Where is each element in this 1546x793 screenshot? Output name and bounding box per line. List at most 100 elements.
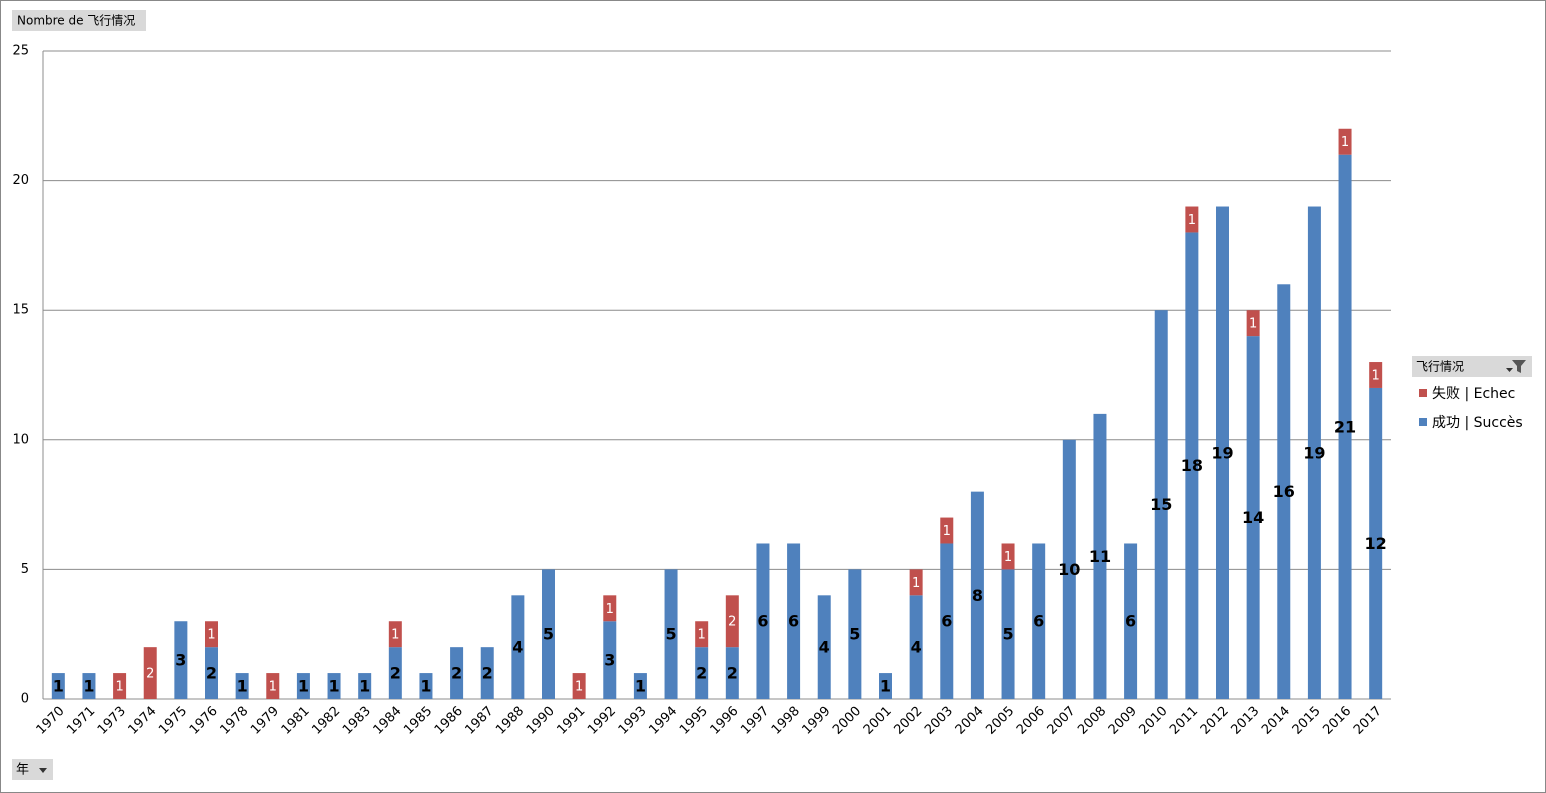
data-label: 5 xyxy=(849,625,860,644)
bar-segment xyxy=(1246,310,1260,337)
bar-segment xyxy=(1277,284,1291,699)
data-label: 2 xyxy=(696,664,707,683)
data-label: 4 xyxy=(512,638,523,657)
data-label: 1 xyxy=(698,628,706,643)
data-label: 1 xyxy=(1249,317,1257,332)
bar-segment xyxy=(1369,362,1383,388)
bar-segment xyxy=(879,673,892,699)
bar-segment xyxy=(143,647,157,699)
data-label: 5 xyxy=(1002,625,1013,644)
data-label: 2 xyxy=(482,664,493,683)
bar-segment xyxy=(266,673,280,699)
bar-segment xyxy=(1093,413,1107,699)
data-label: 1 xyxy=(1004,550,1012,565)
legend-label: 失败 | Echec xyxy=(1432,386,1515,402)
bar-segment xyxy=(1154,310,1168,699)
data-label: 1 xyxy=(1188,213,1196,228)
bar-segment xyxy=(542,569,555,699)
data-label: 6 xyxy=(1033,612,1044,631)
data-label: 1 xyxy=(298,677,309,696)
data-label: 1 xyxy=(237,677,248,696)
field-button[interactable] xyxy=(12,10,146,31)
data-label: 1 xyxy=(83,677,94,696)
data-label: 1 xyxy=(328,677,339,696)
bar-segment xyxy=(1001,569,1015,699)
bar-segment xyxy=(725,647,739,699)
bar-segment xyxy=(756,543,770,699)
bar-segment xyxy=(205,647,218,699)
bar-segment xyxy=(51,673,65,699)
legend-swatch xyxy=(1419,389,1427,397)
bar-segment xyxy=(1246,336,1260,699)
data-label: 2 xyxy=(727,664,738,683)
filter-icon[interactable] xyxy=(1512,360,1526,373)
data-label: 1 xyxy=(269,680,277,695)
dropdown-arrow[interactable] xyxy=(1506,368,1513,372)
y-tick-label: 15 xyxy=(12,303,29,318)
data-label: 2 xyxy=(451,664,462,683)
data-label: 1 xyxy=(912,576,920,591)
bar-segment xyxy=(695,621,709,648)
data-label: 10 xyxy=(1058,560,1080,579)
bar-segment xyxy=(235,673,249,699)
data-label: 2 xyxy=(728,615,736,630)
data-label: 1 xyxy=(207,628,215,643)
bar-segment xyxy=(1369,387,1383,699)
bar-segment xyxy=(848,569,862,699)
bar-segment xyxy=(388,621,402,648)
bar-segment xyxy=(327,673,341,699)
bar-segment xyxy=(1307,206,1321,699)
bar-segment xyxy=(174,621,188,699)
bar-segment xyxy=(572,673,586,699)
bar-segment xyxy=(1338,128,1352,155)
data-label: 1 xyxy=(575,680,583,695)
field-button-label[interactable]: Nombre de 飞行情况 xyxy=(17,14,135,28)
data-label: 5 xyxy=(543,625,554,644)
bar-segment xyxy=(1185,206,1199,233)
legend-field-button-label[interactable]: 飞行情况 xyxy=(1416,360,1464,374)
bar-segment xyxy=(1338,154,1352,699)
y-tick-label: 20 xyxy=(12,173,29,188)
data-label: 6 xyxy=(941,612,952,631)
data-label: 1 xyxy=(1341,135,1349,150)
bar-segment xyxy=(82,673,96,699)
y-tick-label: 0 xyxy=(21,692,29,707)
bar-segment xyxy=(113,673,127,699)
data-label: 15 xyxy=(1150,495,1172,514)
data-label: 6 xyxy=(1125,612,1136,631)
bar-segment xyxy=(1216,206,1229,699)
bar-segment xyxy=(603,621,617,699)
data-label: 11 xyxy=(1089,547,1111,566)
bar-segment xyxy=(940,543,954,699)
bar-segment xyxy=(664,569,678,699)
bar-segment xyxy=(450,647,464,699)
bar-segment xyxy=(419,673,433,699)
bar-segment xyxy=(205,621,218,648)
dropdown-arrow[interactable] xyxy=(39,768,47,773)
axis-field-button-label[interactable]: 年 xyxy=(16,763,29,778)
data-label: 8 xyxy=(972,586,983,605)
data-label: 2 xyxy=(390,664,401,683)
data-label: 6 xyxy=(757,612,768,631)
data-label: 5 xyxy=(665,625,676,644)
data-label: 19 xyxy=(1303,443,1325,462)
data-label: 14 xyxy=(1242,508,1264,527)
bar-segment xyxy=(296,673,310,699)
data-label: 1 xyxy=(606,602,614,617)
y-tick-label: 25 xyxy=(12,44,29,59)
data-label: 1 xyxy=(391,628,399,643)
data-label: 1 xyxy=(420,677,431,696)
data-label: 19 xyxy=(1211,443,1233,462)
bar-segment xyxy=(1001,543,1015,570)
legend-field-button[interactable] xyxy=(1412,356,1532,377)
axis-field-button[interactable] xyxy=(12,759,53,780)
data-label: 3 xyxy=(175,651,186,670)
bar-segment xyxy=(970,491,984,699)
data-label: 1 xyxy=(115,680,123,695)
data-label: 1 xyxy=(635,677,646,696)
bar-segment xyxy=(787,543,801,699)
data-label: 4 xyxy=(911,638,922,657)
bar-segment xyxy=(909,595,923,699)
bar-segment xyxy=(1032,543,1046,699)
